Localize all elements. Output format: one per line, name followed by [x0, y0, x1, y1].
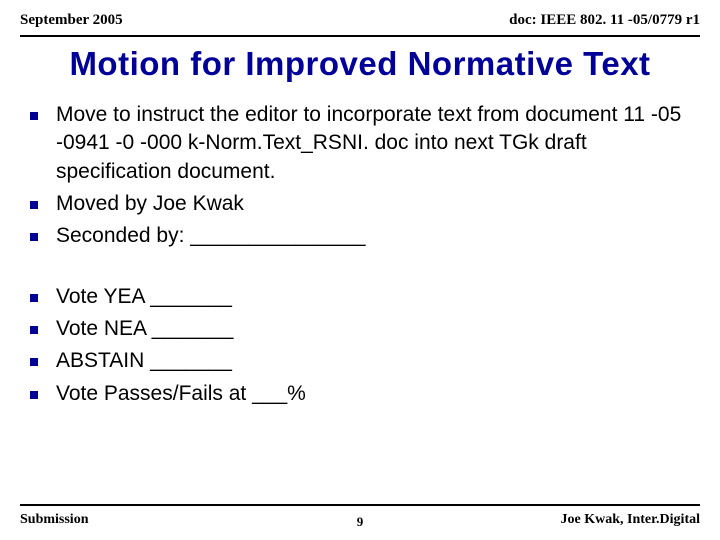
- divider-bottom: [20, 504, 700, 506]
- list-item: Vote NEA _______: [30, 315, 690, 343]
- page-number: 9: [357, 514, 364, 530]
- bullet-text: Vote Passes/Fails at ___%: [56, 380, 306, 408]
- header-date: September 2005: [20, 12, 123, 29]
- divider-top: [20, 35, 700, 37]
- square-bullet-icon: [30, 391, 38, 399]
- footer-left: Submission: [20, 512, 88, 528]
- square-bullet-icon: [30, 112, 38, 120]
- bullet-text: Vote YEA _______: [56, 283, 232, 311]
- list-item: Vote YEA _______: [30, 283, 690, 311]
- bullet-group-1: Move to instruct the editor to incorpora…: [30, 101, 690, 251]
- square-bullet-icon: [30, 201, 38, 209]
- list-item: Vote Passes/Fails at ___%: [30, 380, 690, 408]
- square-bullet-icon: [30, 358, 38, 366]
- list-item: ABSTAIN _______: [30, 347, 690, 375]
- list-item: Seconded by: _______________: [30, 222, 690, 250]
- square-bullet-icon: [30, 294, 38, 302]
- square-bullet-icon: [30, 233, 38, 241]
- header-doc-id: doc: IEEE 802. 11 -05/0779 r1: [509, 12, 700, 29]
- bullet-text: ABSTAIN _______: [56, 347, 232, 375]
- bullet-text: Move to instruct the editor to incorpora…: [56, 101, 690, 186]
- square-bullet-icon: [30, 326, 38, 334]
- list-item: Move to instruct the editor to incorpora…: [30, 101, 690, 186]
- bullet-text: Moved by Joe Kwak: [56, 190, 244, 218]
- list-item: Moved by Joe Kwak: [30, 190, 690, 218]
- bullet-text: Seconded by: _______________: [56, 222, 365, 250]
- slide-title: Motion for Improved Normative Text: [0, 45, 720, 83]
- slide-content: Move to instruct the editor to incorpora…: [0, 101, 720, 408]
- bullet-text: Vote NEA _______: [56, 315, 234, 343]
- footer-right: Joe Kwak, Inter.Digital: [561, 512, 700, 528]
- bullet-group-2: Vote YEA _______ Vote NEA _______ ABSTAI…: [30, 283, 690, 408]
- slide-footer: Submission Joe Kwak, Inter.Digital 9: [0, 504, 720, 528]
- slide-header: September 2005 doc: IEEE 802. 11 -05/077…: [0, 0, 720, 33]
